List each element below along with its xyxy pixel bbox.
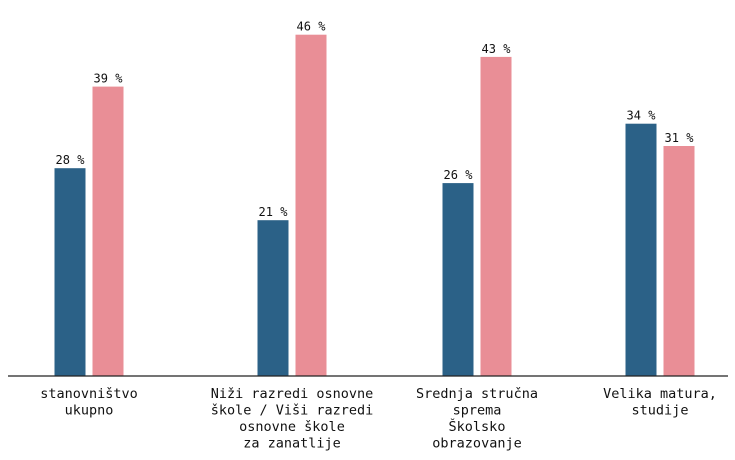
- bar-series1-cat4: [625, 123, 657, 376]
- value-label-series1-cat4: 34 %: [627, 109, 657, 123]
- category-label-2-line-2: škole / Viši razredi: [211, 403, 374, 419]
- bar-series1-cat2: [257, 220, 289, 376]
- category-label-2-line-4: za zanatlije: [243, 436, 341, 452]
- category-label-1-line-1: stanovništvo: [40, 386, 138, 402]
- value-label-series2-cat1: 39 %: [94, 72, 124, 86]
- category-label-3-line-1: Srednja stručna: [416, 386, 538, 402]
- value-label-series2-cat4: 31 %: [665, 131, 695, 145]
- bar-series2-cat1: [92, 86, 124, 376]
- category-label-1-line-2: ukupno: [65, 403, 114, 419]
- value-labels-group: 28 % 21 % 26 % 34 % 39 % 46 % 43 % 31 %: [56, 20, 695, 219]
- category-label-2-line-3: osnovne škole: [239, 419, 345, 435]
- category-label-2-line-1: Niži razredi osnovne: [211, 386, 374, 402]
- value-label-series1-cat1: 28 %: [56, 153, 86, 167]
- category-label-3-line-4: obrazovanje: [432, 436, 521, 452]
- bar-series2-cat4: [663, 146, 695, 376]
- value-label-series2-cat3: 43 %: [482, 42, 512, 56]
- value-label-series1-cat3: 26 %: [444, 168, 474, 182]
- category-label-3-line-3: Školsko: [449, 417, 506, 435]
- bar-series2-cat2: [295, 34, 327, 376]
- category-label-4-line-2: studije: [632, 403, 689, 419]
- bar-series2-cat3: [480, 56, 512, 377]
- value-label-series1-cat2: 21 %: [259, 205, 289, 219]
- category-label-4-line-1: Velika matura,: [603, 386, 717, 402]
- bar-series1-cat3: [442, 183, 474, 376]
- value-label-series2-cat2: 46 %: [297, 20, 327, 34]
- bars-group: [54, 34, 695, 377]
- category-label-3-line-2: sprema: [453, 403, 502, 419]
- bar-series1-cat1: [54, 168, 86, 376]
